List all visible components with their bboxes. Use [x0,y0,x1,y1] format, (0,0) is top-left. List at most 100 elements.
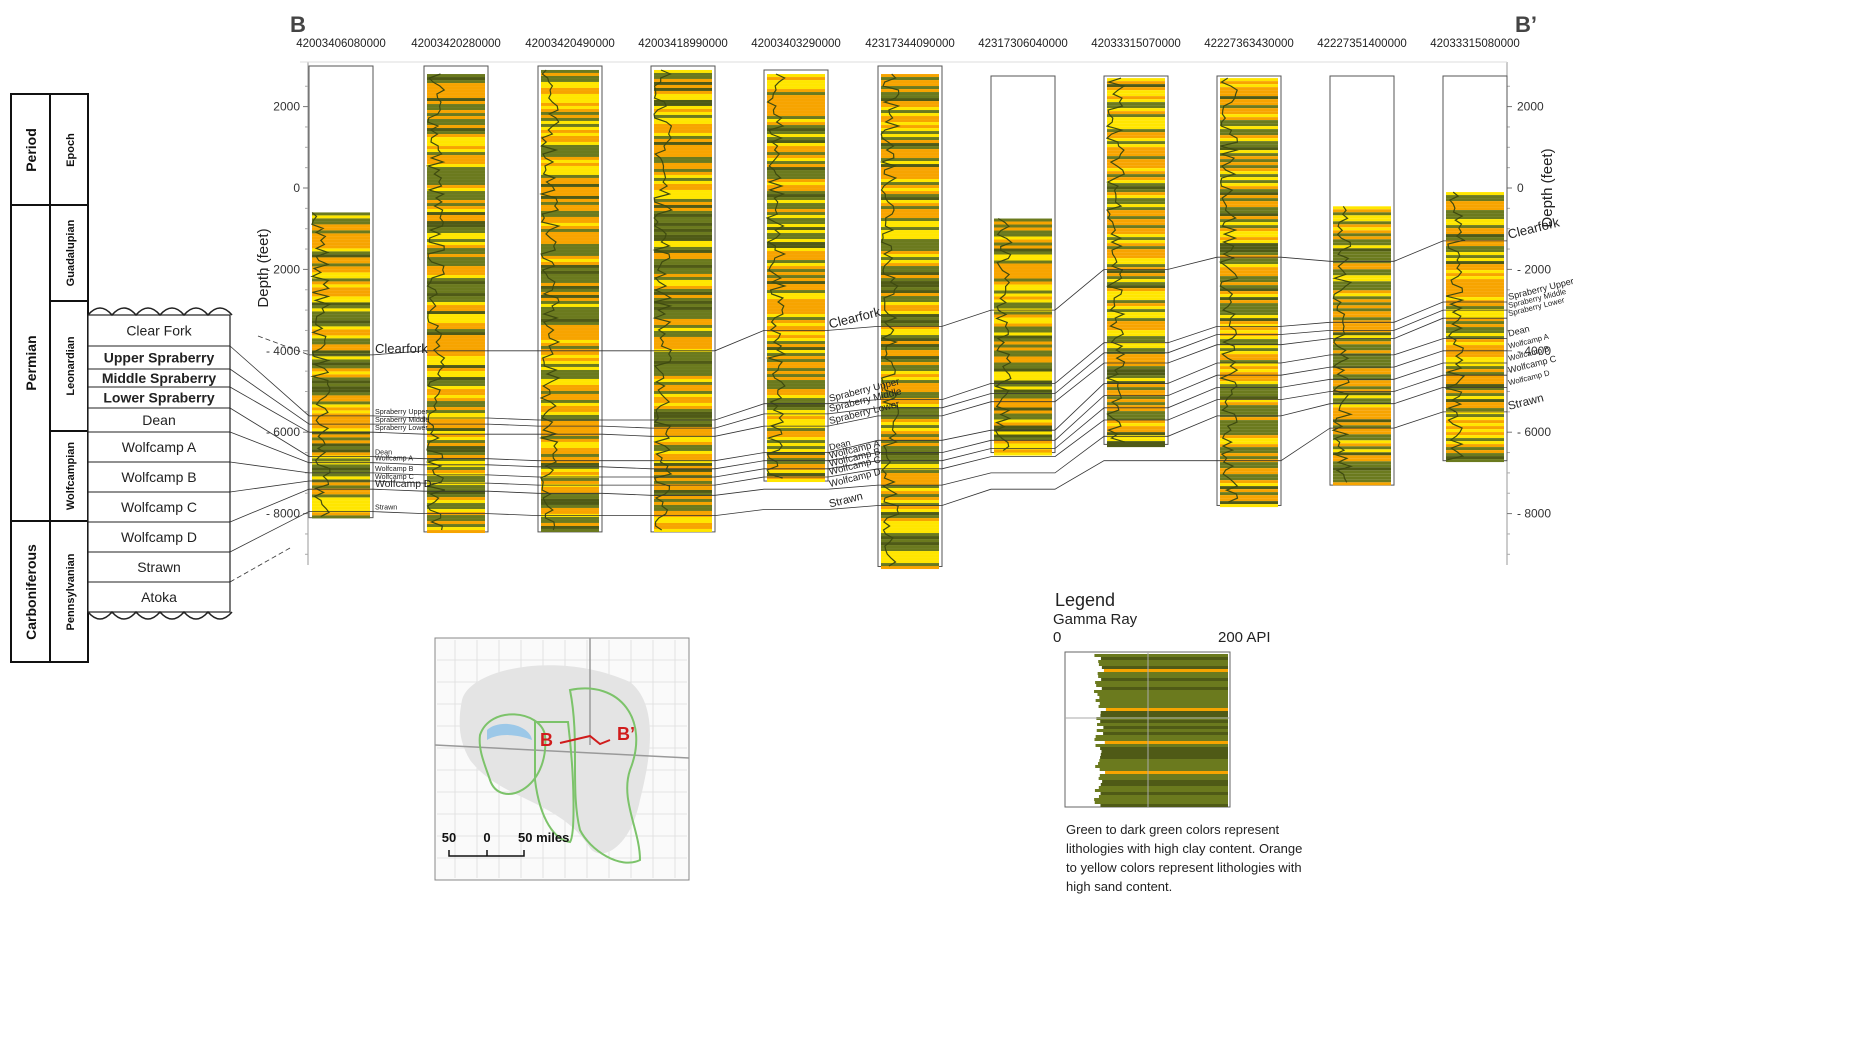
log-band [312,452,370,456]
log-band [881,119,939,123]
log-band [427,176,485,180]
log-band [541,93,599,97]
log-band [1333,383,1391,387]
log-band [1107,255,1165,259]
map-start-label: B [540,730,553,750]
log-band [427,125,485,129]
log-band [541,72,599,76]
log-band [1220,423,1278,427]
log-band [1220,327,1278,331]
log-band [427,500,485,504]
log-band [1220,153,1278,157]
log-band [1107,192,1165,196]
log-band [1107,141,1165,145]
log-band [1333,221,1391,225]
log-band [427,293,485,297]
log-band [994,287,1052,291]
log-band [1333,395,1391,399]
log-band [881,230,939,234]
log-band [1107,222,1165,226]
log-band [1446,396,1504,400]
log-band [541,429,599,433]
log-band [1107,432,1165,436]
log-band [1220,444,1278,448]
log-band [654,174,712,178]
log-band [654,141,712,145]
log-band [1333,449,1391,453]
log-band [1333,350,1391,354]
log-band [881,80,939,84]
log-band [1333,413,1391,417]
log-band [541,333,599,337]
log-band [541,450,599,454]
log-band [1220,381,1278,385]
log-band [1446,363,1504,367]
log-band [1107,411,1165,415]
log-band [1333,467,1391,471]
log-band [427,212,485,216]
log-band [1220,330,1278,334]
log-band [1107,198,1165,202]
log-band [541,291,599,295]
log-band [881,332,939,336]
log-band [427,215,485,219]
log-band [654,99,712,103]
log-band [1333,431,1391,435]
log-band [1107,168,1165,172]
log-band [767,413,825,417]
log-band [654,144,712,148]
log-band [767,350,825,354]
legend-min-label: 0 [1053,629,1062,646]
log-band [767,152,825,156]
log-band [541,258,599,262]
log-band [767,302,825,306]
log-band [1220,216,1278,220]
log-band [654,486,712,490]
log-band [312,458,370,462]
log-band [1220,264,1278,268]
log-band [881,104,939,108]
log-band [1220,447,1278,451]
log-band [767,284,825,288]
legend-note: Green to dark green colors represent lit… [1066,822,1303,894]
horizon-label-strawn: Strawn [1507,391,1545,412]
log-band [654,444,712,448]
log-band [654,159,712,163]
log-band [427,518,485,522]
log-band [427,167,485,171]
epoch-guadalupian: Guadalupian [65,219,77,286]
log-band [1446,318,1504,322]
log-band [881,527,939,531]
log-band [1107,303,1165,307]
log-band [312,248,370,252]
log-band [427,227,485,231]
log-band [541,207,599,211]
log-band [1107,333,1165,337]
log-band [1107,321,1165,325]
gamma-curve [994,217,1013,451]
log-band [312,434,370,438]
log-band [881,203,939,207]
log-band [1446,381,1504,385]
log-band [541,273,599,277]
log-band [767,89,825,93]
log-band [541,399,599,403]
log-band [1220,90,1278,94]
log-band [654,81,712,85]
log-band [994,266,1052,270]
log-band [881,434,939,438]
formation-label: Atoka [141,589,177,605]
log-band [1220,477,1278,481]
legend-band [1095,699,1228,702]
log-band [541,264,599,268]
log-band [881,194,939,198]
log-band [427,365,485,369]
log-band [881,107,939,111]
log-band [541,75,599,79]
log-band [541,159,599,163]
formation-label: Clear Fork [126,323,192,339]
log-band [1446,342,1504,346]
log-band [1107,249,1165,253]
log-band [994,320,1052,324]
